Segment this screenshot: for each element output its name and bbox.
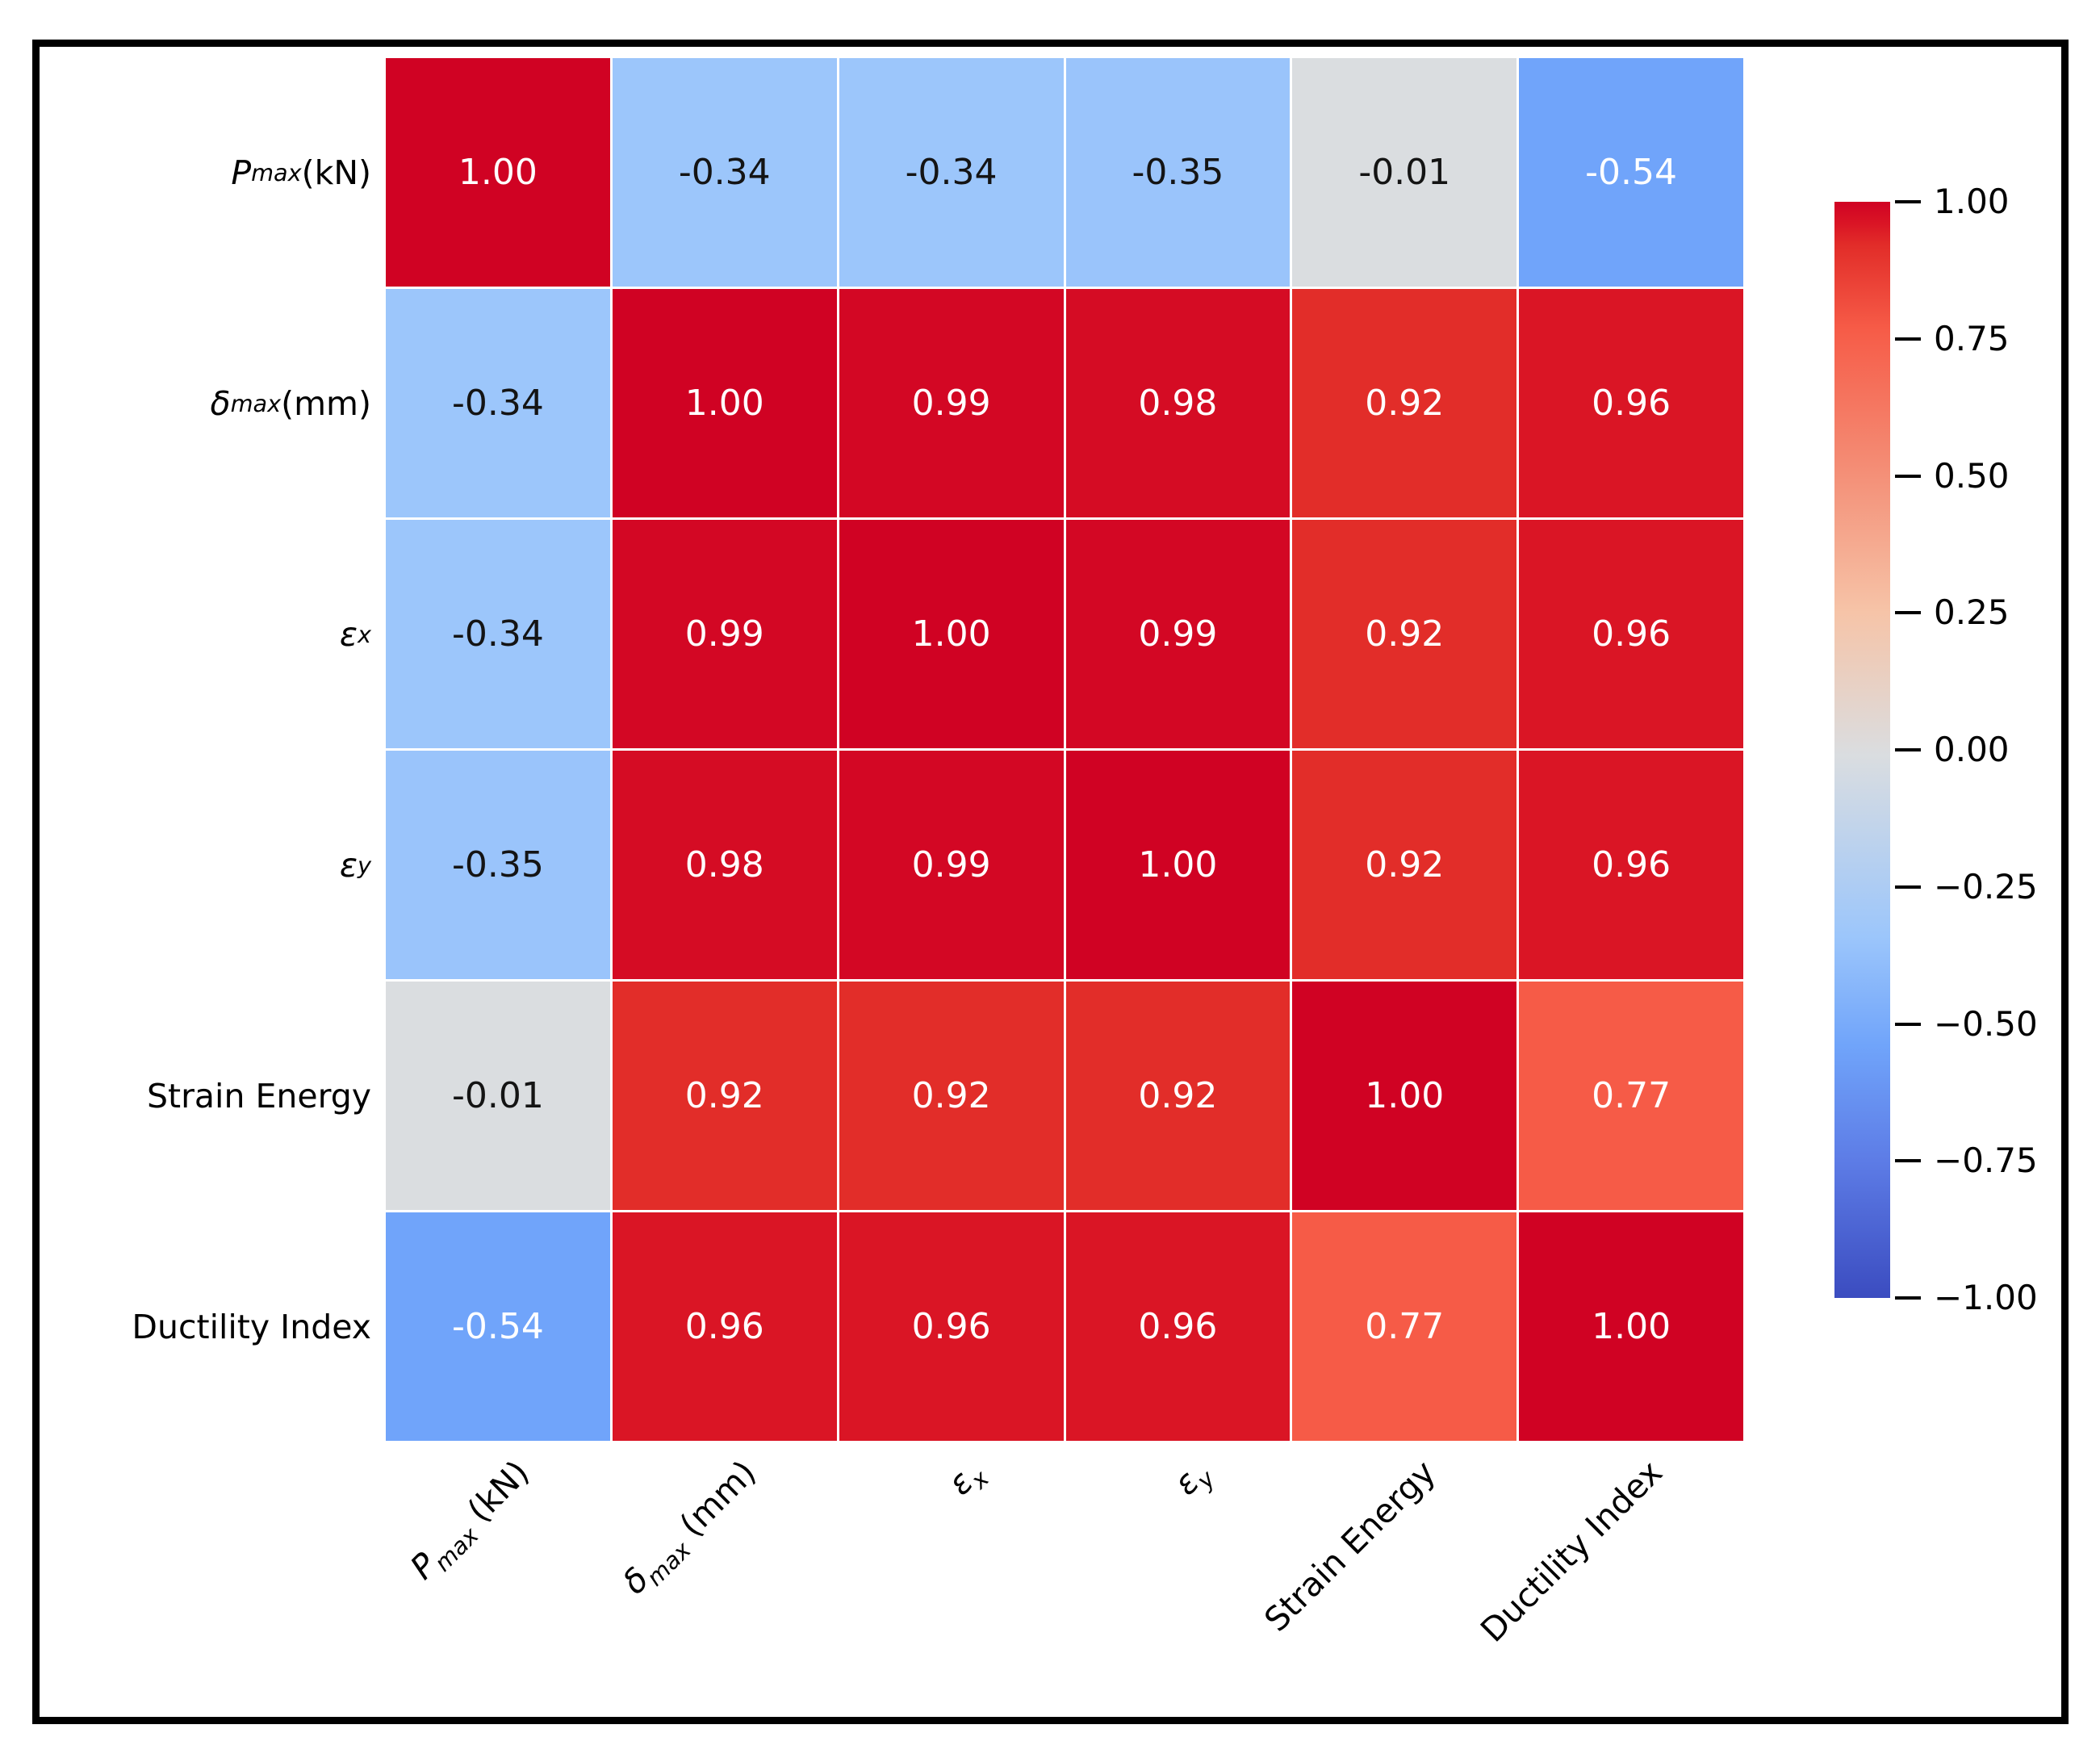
heatmap-cell: 0.99	[839, 751, 1064, 979]
axis-label-base: Ductility Index	[132, 1307, 371, 1346]
heatmap-cell: -0.01	[1292, 58, 1517, 287]
axis-label-subscript: max	[251, 158, 302, 186]
heatmap-cell: 0.96	[1519, 520, 1743, 748]
heatmap-cell: 1.00	[1292, 982, 1517, 1210]
heatmap-cell: 0.92	[1292, 751, 1517, 979]
colorbar-tick-mark	[1895, 1022, 1921, 1026]
heatmap-cell: -0.35	[1065, 58, 1291, 287]
colorbar-tick-label: −0.75	[1934, 1141, 2038, 1181]
colorbar-tick-label: 0.50	[1934, 455, 2010, 496]
y-axis-label: Ductility Index	[48, 1212, 371, 1441]
heatmap-cell: -0.34	[386, 289, 610, 517]
y-axis-label: δ max (mm)	[48, 289, 371, 517]
colorbar-tick-mark	[1895, 885, 1921, 889]
colorbar-tick-label: 0.75	[1934, 318, 2010, 358]
heatmap-cell: 0.92	[1292, 520, 1517, 748]
colorbar-tick-mark	[1895, 1159, 1921, 1163]
y-axis-label: Strain Energy	[48, 982, 371, 1210]
heatmap-cell: 1.00	[386, 58, 610, 287]
heatmap-cell: -0.34	[612, 58, 837, 287]
heatmap-cell: 0.96	[1519, 289, 1743, 517]
heatmap-cell: 0.99	[839, 289, 1064, 517]
colorbar-tick-mark	[1895, 474, 1921, 478]
heatmap-cell: 0.99	[1065, 520, 1291, 748]
colorbar-tick-mark	[1895, 1296, 1921, 1300]
axis-label-base: Strain Energy	[146, 1076, 371, 1116]
heatmap-cell: 0.77	[1292, 1212, 1517, 1441]
heatmap-cell: 0.92	[839, 982, 1064, 1210]
heatmap-cell: -0.54	[1519, 58, 1743, 287]
colorbar-tick-mark	[1895, 611, 1921, 615]
colorbar-tick-label: 0.25	[1934, 592, 2010, 633]
heatmap-cell: -0.34	[839, 58, 1064, 287]
heatmap-cell: 0.92	[1065, 982, 1291, 1210]
figure-frame	[32, 40, 2069, 1724]
heatmap-cell: 0.99	[612, 520, 837, 748]
colorbar-tick-label: −0.25	[1934, 866, 2038, 906]
colorbar-tick-label: 0.00	[1934, 730, 2010, 769]
heatmap-cell: 0.98	[612, 751, 837, 979]
heatmap-cell: -0.35	[386, 751, 610, 979]
heatmap-cell: -0.34	[386, 520, 610, 748]
heatmap-cell: 1.00	[1519, 1212, 1743, 1441]
heatmap-cell: 0.92	[1292, 289, 1517, 517]
axis-label-base: ε	[339, 614, 358, 654]
axis-label-subscript: x	[358, 620, 371, 648]
axis-label-subscript: y	[358, 851, 371, 879]
axis-label-suffix: (mm)	[281, 383, 371, 423]
heatmap-grid: 1.00 -0.34 -0.34 -0.35 -0.01 -0.54 -0.34 1.00 0.…	[386, 58, 1743, 1441]
colorbar	[1834, 202, 1890, 1298]
heatmap-cell: 0.92	[612, 982, 837, 1210]
heatmap-cell: -0.01	[386, 982, 610, 1210]
colorbar-tick-mark	[1895, 748, 1921, 751]
axis-label-subscript: max	[230, 389, 282, 417]
colorbar-tick-mark	[1895, 200, 1921, 203]
heatmap-cell: 1.00	[1065, 751, 1291, 979]
heatmap-cell: 0.96	[612, 1212, 837, 1441]
colorbar-tick-mark	[1895, 337, 1921, 341]
axis-label-base: P	[231, 153, 252, 192]
heatmap-cell: 0.96	[839, 1212, 1064, 1441]
heatmap-cell: 0.77	[1519, 982, 1743, 1210]
axis-label-base: ε	[339, 845, 358, 885]
heatmap-cell: 0.96	[1065, 1212, 1291, 1441]
heatmap-cell: -0.54	[386, 1212, 610, 1441]
colorbar-tick-label: −0.50	[1934, 1003, 2038, 1044]
axis-label-base: δ	[210, 383, 231, 423]
heatmap-cell: 1.00	[612, 289, 837, 517]
axis-label-suffix: (kN)	[301, 153, 371, 192]
heatmap-cell: 0.96	[1519, 751, 1743, 979]
heatmap-cell: 1.00	[839, 520, 1064, 748]
colorbar-tick-label: −1.00	[1934, 1278, 2038, 1317]
colorbar-tick-label: 1.00	[1934, 182, 2010, 221]
heatmap-cell: 0.98	[1065, 289, 1291, 517]
